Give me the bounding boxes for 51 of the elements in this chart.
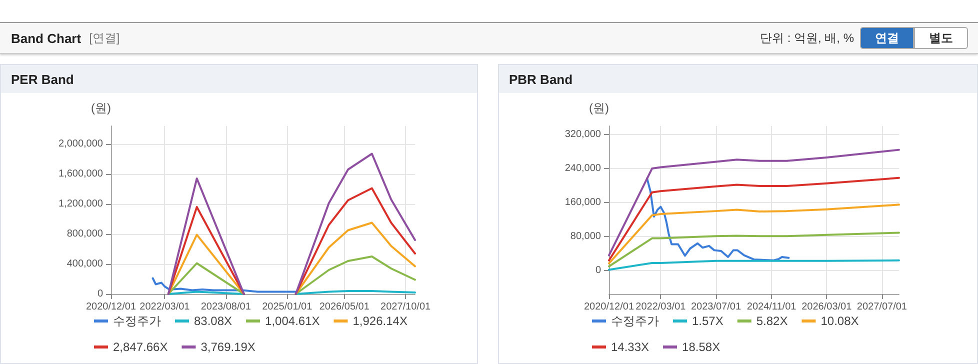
x-tick-label: 2023/08/01 — [200, 302, 252, 312]
line-series — [608, 204, 900, 264]
legend-label: 18.58X — [682, 340, 720, 354]
text: [연결] — [89, 30, 120, 46]
line-series — [608, 259, 900, 271]
y-tick-label: 800,000 — [66, 228, 104, 240]
legend-label: 3,769.19X — [200, 340, 256, 354]
y-tick-label: 2,000,000 — [58, 138, 104, 150]
x-tick-label: 2027/07/01 — [856, 302, 908, 312]
y-tick-label: 1,600,000 — [58, 168, 104, 180]
y-tick-label: 400,000 — [66, 258, 104, 270]
chart-title: PER Band — [1, 65, 477, 93]
line-series — [152, 277, 297, 293]
y-tick-label: 80,000 — [570, 231, 602, 242]
legend-label: 2,847.66X — [113, 340, 168, 354]
y-tick-label: 320,000 — [564, 129, 602, 140]
x-tick-label: 2026/05/01 — [319, 302, 370, 312]
line-series — [608, 148, 900, 256]
y-tick-label: 0 — [97, 288, 104, 300]
x-tick-label: 2023/07/01 — [690, 302, 742, 312]
line-series — [608, 232, 900, 268]
y-axis-title: (원) — [91, 101, 111, 115]
x-tick-label: 2026/03/01 — [802, 302, 852, 312]
x-tick-label: 2022/03/01 — [140, 302, 190, 312]
legend-label: 83.08X — [194, 314, 232, 328]
y-tick-label: 240,000 — [564, 163, 602, 174]
text: Band Chart — [11, 30, 82, 46]
toggle-button: 연결 — [860, 27, 914, 49]
y-tick-label: 0 — [595, 265, 602, 276]
line-series — [646, 177, 790, 262]
x-tick-label: 2024/11/01 — [746, 302, 797, 312]
line-series — [608, 176, 900, 262]
legend-label: 수정주가 — [611, 314, 659, 328]
y-tick-label: 1,200,000 — [58, 198, 104, 210]
legend-label: 10.08X — [820, 314, 859, 328]
legend-label: 1.57X — [692, 314, 724, 328]
x-tick-label: 2020/12/01 — [86, 302, 136, 312]
legend-label: 1,004.61X — [265, 314, 320, 328]
legend-label: 14.33X — [611, 340, 650, 354]
x-tick-label: 2020/12/01 — [584, 302, 634, 312]
y-tick-label: 160,000 — [564, 197, 602, 208]
x-tick-label: 2025/01/01 — [262, 302, 313, 312]
chart-title: PBR Band — [499, 65, 977, 93]
toggle-button: 별도 — [914, 27, 968, 49]
legend-label: 1,926.14X — [352, 314, 408, 328]
y-axis-title: (원) — [589, 101, 609, 115]
legend-label: 수정주가 — [113, 314, 161, 328]
x-tick-label: 2027/10/01 — [380, 302, 432, 312]
x-tick-label: 2022/03/01 — [636, 302, 686, 312]
text: 단위 : 억원, 배, % — [760, 30, 854, 46]
legend-label: 5.82X — [756, 314, 788, 328]
